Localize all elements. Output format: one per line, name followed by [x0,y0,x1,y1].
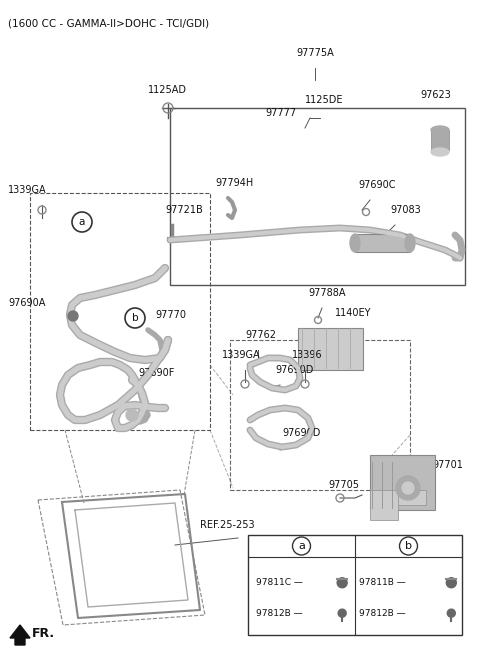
Text: 97812B —: 97812B — [359,608,406,618]
Text: 97812B —: 97812B — [256,608,302,618]
Text: 97770: 97770 [155,310,186,320]
Text: a: a [79,217,85,227]
Circle shape [447,609,456,617]
Text: 97690F: 97690F [138,368,174,378]
Text: a: a [298,541,305,551]
Text: 1339GA: 1339GA [222,350,261,360]
Text: 97788A: 97788A [308,288,346,298]
Text: 97762: 97762 [245,330,276,340]
Bar [170,108,465,285]
Text: (1600 CC - GAMMA-II>DOHC - TCI/GDI): (1600 CC - GAMMA-II>DOHC - TCI/GDI) [8,18,209,28]
Text: 97623: 97623 [420,90,451,100]
Text: 1125DE: 1125DE [305,95,344,105]
Bar [248,535,462,635]
Text: 97811B —: 97811B — [359,578,406,587]
Ellipse shape [431,126,449,134]
Text: 97721B: 97721B [165,205,203,215]
Ellipse shape [431,148,449,156]
Text: 97690C: 97690C [358,180,396,190]
Text: 97083: 97083 [390,205,421,215]
Text: 97690A: 97690A [8,298,46,308]
Bar [298,328,363,370]
Text: 1140EY: 1140EY [335,308,372,318]
Text: 97701: 97701 [432,460,463,470]
Bar [370,455,435,510]
Text: 97811C —: 97811C — [256,578,303,587]
Circle shape [446,578,456,588]
Text: 97690D: 97690D [275,365,313,375]
Circle shape [68,311,78,321]
Text: FR.: FR. [32,627,55,640]
Bar [378,490,426,505]
Polygon shape [10,625,30,645]
Bar [30,193,210,430]
Text: b: b [132,313,138,323]
Text: 97705: 97705 [328,480,359,490]
Circle shape [402,482,414,494]
Text: 97777: 97777 [265,108,296,118]
Circle shape [126,409,138,421]
Bar [355,234,410,252]
Bar [431,130,449,150]
Text: 97794H: 97794H [215,178,253,188]
Ellipse shape [405,234,415,252]
Text: b: b [405,541,412,551]
Circle shape [338,609,346,617]
Bar [230,340,410,490]
Ellipse shape [350,234,360,252]
Bar [370,490,398,520]
Text: 1339GA: 1339GA [8,185,47,195]
Text: 1125AD: 1125AD [148,85,187,95]
Circle shape [396,476,420,500]
Text: 13396: 13396 [292,350,323,360]
Text: 97775A: 97775A [296,48,334,58]
Text: 97690D: 97690D [282,428,320,438]
Text: REF.25-253: REF.25-253 [200,520,254,530]
Circle shape [337,578,347,588]
